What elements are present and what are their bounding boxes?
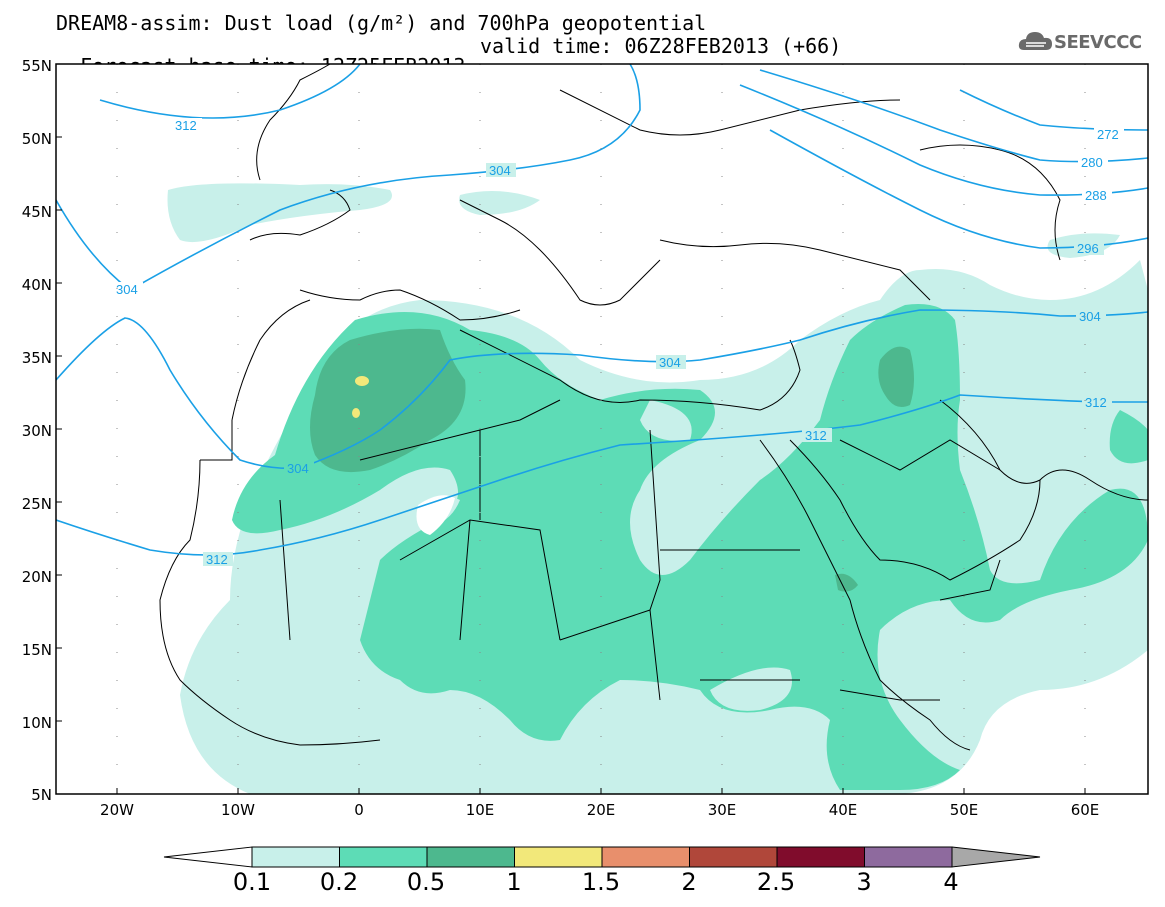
- contour-label: 312: [206, 552, 228, 567]
- dust-field-0.5: [310, 328, 914, 592]
- lat-label: 25N: [21, 495, 52, 513]
- lon-label: 0: [354, 801, 364, 819]
- lon-label: 10E: [465, 801, 495, 819]
- lat-label: 45N: [21, 203, 52, 221]
- contour-label: 312: [175, 118, 197, 133]
- lat-label: 5N: [31, 786, 52, 804]
- map-title: DREAM8-assim: Dust load (g/m²) and 700hP…: [56, 11, 707, 35]
- lon-label: 60E: [1070, 801, 1100, 819]
- logo-text: SEEVCCC: [1054, 32, 1142, 53]
- contour-label: 304: [116, 282, 138, 297]
- lat-label: 15N: [21, 641, 52, 659]
- colorbar-label: 0.2: [319, 868, 359, 896]
- lat-label: 20N: [21, 568, 52, 586]
- contour-label: 304: [489, 163, 511, 178]
- contour-label: 280: [1081, 155, 1103, 170]
- contour-labels: 312 304 304 304 304 304 312 312 312 272 …: [113, 118, 1124, 567]
- dust-field-1: [352, 376, 369, 418]
- cloud-icon: [1018, 32, 1052, 50]
- contour-label: 304: [659, 355, 681, 370]
- lon-label: 30E: [707, 801, 737, 819]
- contour-label: 272: [1097, 127, 1119, 142]
- grid: [116, 64, 1086, 794]
- dust-field-0.2: [232, 304, 1148, 790]
- lat-label: 35N: [21, 349, 52, 367]
- colorbar-label: 0.5: [406, 868, 446, 896]
- colorbar-label: 1: [506, 868, 522, 896]
- contour-label: 288: [1085, 188, 1107, 203]
- lon-label: 10W: [221, 801, 255, 819]
- colorbar-label: 2: [681, 868, 697, 896]
- colorbar-label: 4: [943, 868, 959, 896]
- contour-label: 312: [805, 428, 827, 443]
- colorbar-label: 3: [856, 868, 872, 896]
- contour-label: 304: [1079, 309, 1101, 324]
- colorbar-label: 0.1: [232, 868, 272, 896]
- lon-label: 40E: [828, 801, 858, 819]
- contour-label: 304: [287, 461, 309, 476]
- lat-label: 50N: [21, 130, 52, 148]
- lat-label: 55N: [21, 57, 52, 75]
- lon-label: 20E: [586, 801, 616, 819]
- contour-label: 312: [1085, 395, 1107, 410]
- lat-label: 30N: [21, 422, 52, 440]
- colorbar-label: 2.5: [756, 868, 796, 896]
- lat-label: 10N: [21, 714, 52, 732]
- lon-label: 50E: [949, 801, 979, 819]
- coastlines: [159, 64, 1148, 751]
- lon-label: 20W: [100, 801, 134, 819]
- contour-label: 296: [1077, 241, 1099, 256]
- colorbar-label: 1.5: [581, 868, 621, 896]
- axis-ticks: [56, 136, 1086, 794]
- lat-label: 40N: [21, 276, 52, 294]
- valid-time: valid time: 06Z28FEB2013 (+66): [480, 34, 842, 58]
